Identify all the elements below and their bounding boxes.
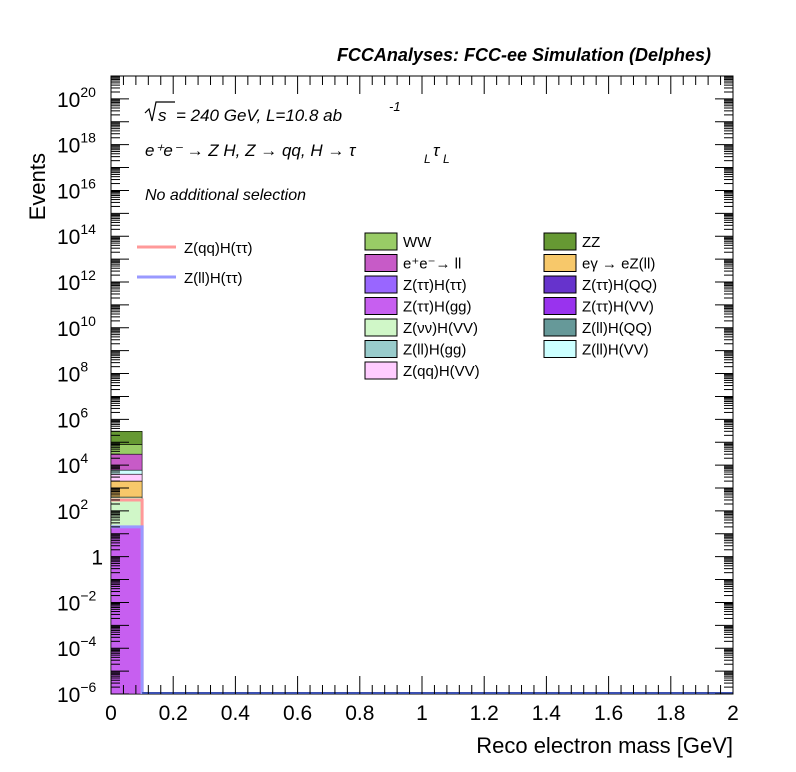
legend-swatch [543, 232, 577, 251]
legend-label: Z(ττ)H(ττ) [403, 277, 467, 294]
x-tick-label: 0 [105, 702, 117, 725]
y-tick-label: 1016 [57, 175, 96, 203]
x-tick-label: 1.2 [470, 702, 499, 725]
y-tick-label: 108 [57, 359, 88, 387]
signal-legend-label: Z(ll)H(ττ) [184, 270, 243, 287]
bar-segment-7 [110, 431, 143, 445]
x-tick-label: 0.4 [221, 702, 251, 725]
y-tick-label: 1014 [57, 221, 96, 249]
legend-swatch [364, 340, 398, 358]
x-axis-label: Reco electron mass [GeV] [476, 733, 733, 758]
legend-swatch [543, 297, 577, 315]
process-annotation: e⁺e⁻ → Z H, Z → qq, H → τ L τ L [145, 141, 450, 166]
signal-legend-label: Z(qq)H(ττ) [184, 240, 253, 257]
legend-label: Z(ll)H(VV) [582, 342, 649, 359]
x-tick-label: 1.8 [656, 702, 685, 725]
chart-title: FCCAnalyses: FCC-ee Simulation (Delphes) [337, 45, 711, 65]
legend-swatch [543, 318, 577, 337]
x-tick-label: 1.6 [594, 702, 623, 725]
legend-swatch [543, 340, 577, 358]
y-tick-label: 10−4 [57, 633, 97, 661]
legend-swatch [543, 275, 577, 294]
legend-label: Z(νν)H(VV) [403, 320, 478, 337]
y-tick-label: 1018 [57, 130, 96, 158]
x-tick-label: 1.4 [532, 702, 562, 725]
y-axis-label: Events [25, 153, 50, 220]
tau-2: τ [433, 141, 441, 160]
legend-swatch [364, 318, 398, 337]
y-tick-label: 10−2 [57, 587, 97, 615]
tau-subscript-2: L [443, 152, 450, 166]
legend-label: WW [403, 234, 432, 251]
y-tick-label: 106 [57, 404, 88, 432]
legend-label: Z(ττ)H(QQ) [582, 277, 657, 294]
energy-lumi-annotation: s = 240 GeV, L=10.8 ab -1 [144, 99, 401, 125]
signal-lines [111, 498, 733, 694]
y-tick-label: 104 [57, 450, 88, 478]
process-text: e⁺e⁻ → Z H, Z → qq, H → τ [145, 141, 357, 160]
legend-swatch [364, 232, 398, 251]
y-tick-label: 1010 [57, 313, 96, 341]
legend-label: Z(qq)H(VV) [403, 363, 480, 380]
legend-label: Z(ττ)H(gg) [403, 299, 472, 316]
x-tick-label: 0.2 [159, 702, 188, 725]
legend-label: eγ → eZ(ll) [582, 256, 655, 273]
legend-label: e⁺e⁻→ ll [403, 256, 461, 273]
legend-swatch [364, 254, 398, 272]
y-tick-label: 1 [91, 547, 103, 570]
selection-annotation: No additional selection [145, 187, 306, 204]
y-tick-label: 1020 [57, 84, 96, 112]
legend-swatch [364, 361, 398, 380]
legend-label: Z(ττ)H(VV) [582, 299, 654, 316]
x-tick-label: 1 [416, 702, 428, 725]
legend-swatch [364, 275, 398, 294]
signal-line-1 [111, 525, 144, 694]
x-tick-labels: 0 0.2 0.4 0.6 0.8 1 1.2 1.4 1.6 1.8 2 [105, 702, 739, 725]
x-tick-label: 0.8 [345, 702, 374, 725]
y-tick-label: 10−6 [57, 679, 97, 707]
energy-lumi-text: = 240 GeV, L=10.8 ab [176, 106, 342, 125]
tau-subscript-1: L [424, 152, 431, 166]
x-tick-label: 0.6 [283, 702, 312, 725]
plot-frame [110, 75, 734, 695]
signal-legend: Z(qq)H(ττ) Z(ll)H(ττ) [137, 240, 253, 287]
x-tick-label: 2 [727, 702, 739, 725]
bar-segment-0 [110, 526, 143, 695]
legend-swatch [364, 297, 398, 315]
axis-ticks [110, 75, 734, 695]
histogram-bars [110, 431, 143, 695]
legend-label: Z(ll)H(gg) [403, 342, 466, 359]
bar-segment-3 [110, 473, 143, 482]
y-tick-label: 1012 [57, 267, 96, 295]
lumi-exponent: -1 [389, 99, 401, 114]
legend-swatch [543, 254, 577, 272]
legend-label: ZZ [582, 234, 600, 251]
legend-label: Z(ll)H(QQ) [582, 320, 652, 337]
background-legend: WW e⁺e⁻→ ll Z(ττ)H(ττ) Z(ττ)H(gg) Z(νν)H(VV)… [364, 232, 657, 380]
sqrt-s-label: s [158, 106, 167, 125]
y-tick-label: 102 [57, 496, 88, 524]
